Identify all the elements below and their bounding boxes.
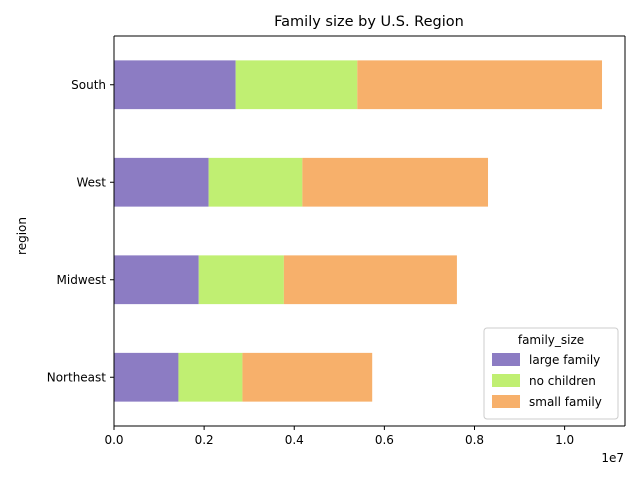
bar-midwest-small-family	[283, 255, 457, 305]
legend-swatch	[492, 395, 520, 408]
chart-title: Family size by U.S. Region	[274, 14, 464, 30]
bar-west-small-family	[302, 157, 489, 207]
x-tick-label: 0.4	[285, 433, 304, 447]
bar-midwest-no-children	[198, 255, 284, 305]
x-tick-label: 0.6	[375, 433, 394, 447]
legend-swatch	[492, 353, 520, 366]
x-scale-label: 1e7	[601, 451, 624, 465]
bar-south-large-family	[114, 60, 236, 110]
y-tick-label: South	[71, 78, 106, 92]
legend-label: small family	[529, 395, 602, 409]
bar-northeast-large-family	[114, 352, 179, 402]
x-tick-label: 0.8	[465, 433, 484, 447]
x-tick-label: 1.0	[555, 433, 574, 447]
bar-south-small-family	[357, 60, 603, 110]
legend-swatch	[492, 374, 520, 387]
legend-label: no children	[529, 374, 596, 388]
bar-south-no-children	[235, 60, 358, 110]
axes-group: 0.0 0.2 0.4 0.6 0.8 1.0 Northeast Midwest West So…	[47, 35, 626, 447]
y-tick-label: Midwest	[57, 273, 107, 287]
bars-group	[114, 60, 603, 402]
bar-northeast-no-children	[178, 352, 243, 402]
x-tick-label: 0.0	[104, 433, 123, 447]
y-axis-label: region	[15, 217, 29, 255]
y-tick-label: West	[76, 175, 106, 189]
bar-west-no-children	[208, 157, 303, 207]
bar-west-large-family	[114, 157, 209, 207]
bar-midwest-large-family	[114, 255, 199, 305]
x-tick-label: 0.2	[195, 433, 214, 447]
bar-northeast-small-family	[242, 352, 373, 402]
legend-label: large family	[529, 353, 600, 367]
y-tick-label: Northeast	[47, 370, 107, 384]
legend-title: family_size	[518, 333, 584, 347]
